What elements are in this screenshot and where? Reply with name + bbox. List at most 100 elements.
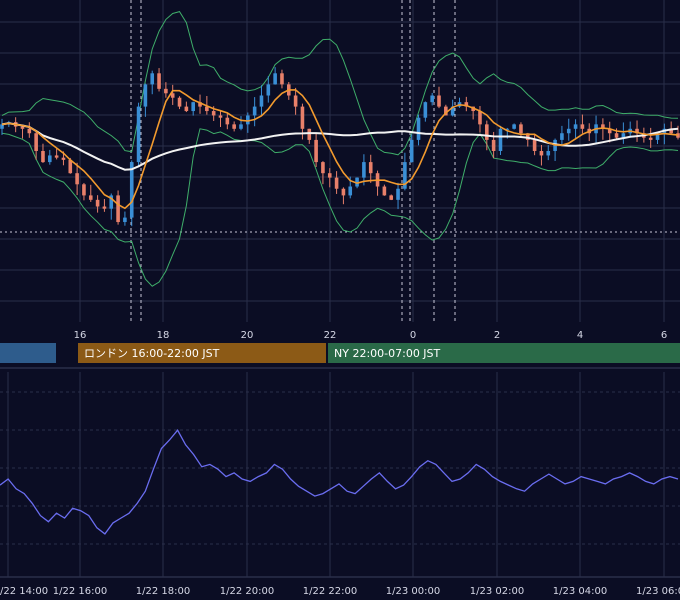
bollinger-upper-line (1, 11, 679, 156)
candle-body (102, 206, 107, 209)
candle-body (464, 102, 469, 107)
candle-body (423, 102, 428, 118)
candle-body (614, 133, 619, 138)
candle-body (129, 162, 134, 218)
osc-x-tick-label: 1/23 00:00 (386, 586, 440, 597)
candle-body (430, 95, 434, 103)
candle-body (519, 124, 523, 134)
candle-body (450, 106, 455, 116)
candle-body (525, 133, 530, 140)
x-tick-label: 20 (241, 330, 254, 341)
candle-body (136, 106, 141, 163)
candle-body (327, 173, 332, 178)
candle-body (184, 106, 189, 112)
candle-body (75, 173, 79, 185)
candle-body (444, 106, 448, 116)
session-band-label: NY 22:00-07:00 JST (334, 347, 441, 360)
x-tick-label: 4 (577, 330, 583, 341)
candle-body (232, 124, 236, 129)
candle-body (505, 128, 510, 130)
x-tick-label: 22 (324, 330, 337, 341)
candle-body (88, 195, 93, 200)
osc-x-tick-label: 1/22 22:00 (303, 586, 357, 597)
candle-body (348, 186, 353, 196)
candle-body (485, 124, 489, 140)
candle-body (293, 95, 298, 107)
candle-body (573, 124, 578, 129)
candle-body (566, 128, 571, 134)
bollinger-lower-line (1, 128, 679, 287)
candle-body (280, 73, 284, 85)
candle-body (321, 162, 325, 174)
candle-body (362, 162, 366, 178)
oscillator-line (0, 429, 679, 535)
candle-body (498, 128, 503, 151)
candle-body (95, 199, 100, 207)
candle-body (82, 184, 86, 196)
candle-body (54, 155, 59, 158)
osc-x-tick-label: 1/22 16:00 (53, 586, 107, 597)
candle-body (246, 115, 250, 125)
candle-body (205, 106, 209, 112)
candle-body (150, 73, 155, 85)
candle-body (601, 124, 605, 129)
candle-body (109, 195, 114, 209)
ma-short-line (1, 89, 679, 210)
candle-body (314, 139, 318, 163)
session-bands: ロンドン 16:00-22:00 JST NY 22:00-07:00 JST (0, 343, 680, 363)
candle-body (307, 128, 312, 140)
session-band (0, 343, 56, 363)
candle-body (191, 102, 195, 112)
candle-body (655, 133, 660, 140)
candle-body (27, 128, 32, 134)
osc-x-tick-label: /22 14:00 (0, 586, 48, 597)
candle-body (355, 177, 359, 187)
candle-body (116, 195, 120, 223)
candle-body (560, 133, 564, 140)
osc-x-tick-label: 1/23 04:00 (553, 586, 607, 597)
candle-body (273, 73, 277, 85)
candle-body (546, 151, 551, 156)
candle-body (211, 111, 216, 116)
candle-body (41, 151, 45, 163)
x-tick-label: 2 (494, 330, 500, 341)
candle-body (157, 73, 161, 89)
session-band-label: ロンドン 16:00-22:00 JST (84, 347, 220, 360)
candle-body (341, 188, 346, 196)
candle-body (170, 93, 175, 98)
candle-body (396, 188, 400, 200)
session-band (328, 343, 680, 363)
candle-body (532, 139, 537, 151)
candle-body (635, 128, 639, 134)
candle-body (416, 117, 421, 140)
ma-long-line (1, 122, 679, 171)
bollinger-bands (1, 11, 679, 287)
candle-body (382, 186, 387, 196)
candle-body (389, 195, 394, 200)
candle-body (34, 133, 38, 151)
candle-body (491, 139, 496, 151)
candle-body (607, 128, 612, 134)
candle-body (580, 124, 585, 129)
candle-body (198, 102, 202, 107)
candle-body (669, 128, 673, 134)
oscillator-grid (0, 367, 680, 578)
candle-body (61, 157, 66, 160)
x-tick-label: 18 (157, 330, 170, 341)
session-divider-lines (130, 0, 456, 322)
main-chart-grid (0, 0, 680, 322)
candle-body (218, 115, 223, 118)
candle-body (334, 177, 339, 189)
session-band (78, 343, 326, 363)
candle-body (143, 84, 148, 107)
candle-body (252, 106, 257, 116)
candle-body (164, 88, 168, 94)
candle-body (676, 133, 680, 138)
x-tick-label: 6 (661, 330, 667, 341)
candle-body (20, 126, 25, 129)
candle-body (259, 95, 264, 107)
x-tick-label: 0 (410, 330, 416, 341)
candle-body (47, 155, 52, 163)
candle-body (123, 217, 127, 223)
